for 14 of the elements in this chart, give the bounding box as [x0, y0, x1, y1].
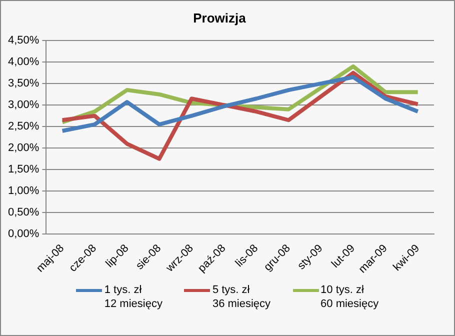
y-tick-label: 0,00% [8, 228, 40, 240]
chart-title: Prowizja [193, 10, 247, 26]
legend-label: 1 tys. zł 12 miesięcy [104, 283, 162, 311]
y-tick-label: 2,00% [8, 142, 40, 154]
y-tick-label: 4,50% [8, 34, 40, 47]
y-tick-label: 1,50% [8, 164, 40, 176]
y-tick-label: 1,00% [8, 185, 40, 198]
y-tick-label: 3,50% [8, 78, 40, 90]
y-tick-label: 0,50% [8, 206, 40, 219]
y-tick-label: 3,00% [8, 99, 40, 112]
y-tick-label: 2,50% [8, 120, 40, 133]
legend-label: 5 tys. zł 36 miesięcy [212, 283, 271, 311]
y-tick-label: 4,00% [8, 56, 40, 68]
legend-label: 10 tys. zł 60 miesięcy [320, 283, 379, 311]
